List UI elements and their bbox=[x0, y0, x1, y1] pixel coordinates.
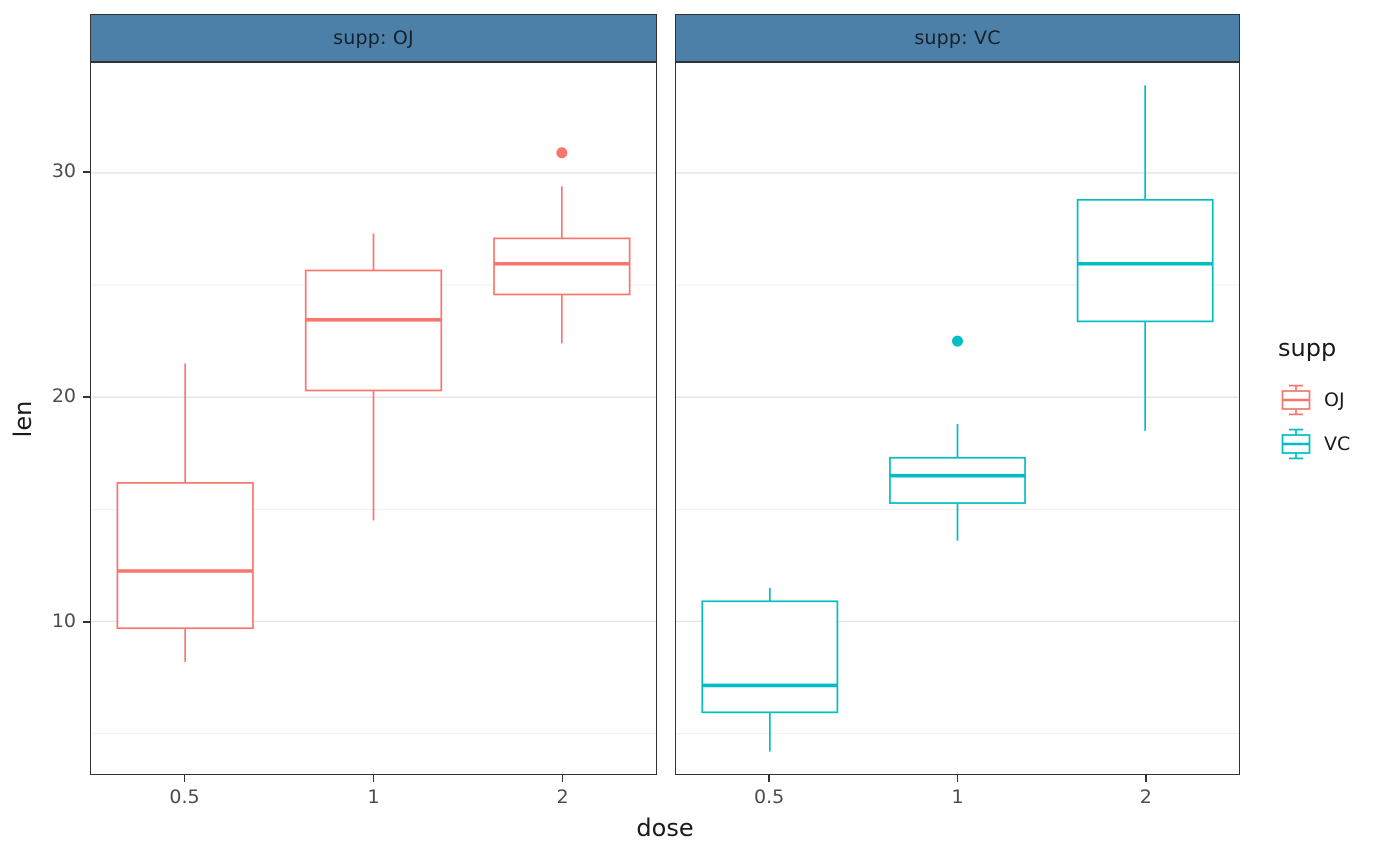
x-axis-tick-mark bbox=[1145, 775, 1147, 782]
facet-strip-vc-label: supp: VC bbox=[914, 27, 1001, 49]
x-axis-title: dose bbox=[636, 814, 694, 842]
facet-panel-vc bbox=[675, 62, 1240, 775]
y-tick-label: 10 bbox=[51, 610, 76, 633]
legend-entry-vc: VC bbox=[1278, 422, 1350, 466]
legend-entry-oj: OJ bbox=[1278, 378, 1350, 422]
boxplot-box bbox=[889, 456, 1026, 504]
boxplot-box bbox=[116, 482, 254, 630]
boxplot-outlier-point bbox=[556, 147, 568, 159]
legend-label-vc: VC bbox=[1324, 433, 1351, 455]
y-axis-tick-mark bbox=[83, 396, 90, 398]
boxplot-outlier-point bbox=[952, 335, 963, 347]
x-axis-tick-mark bbox=[372, 775, 375, 782]
boxplot-box bbox=[701, 600, 839, 714]
x-axis-tick-mark bbox=[768, 775, 770, 782]
boxplot-box bbox=[1076, 198, 1214, 323]
x-tick-label: 0.5 bbox=[754, 786, 785, 808]
legend-label-oj: OJ bbox=[1324, 389, 1345, 411]
facet-strip-oj-label: supp: OJ bbox=[333, 27, 414, 49]
y-tick-label: 20 bbox=[51, 385, 76, 408]
legend-title: supp bbox=[1278, 334, 1337, 362]
x-tick-label: 0.5 bbox=[169, 786, 200, 808]
y-axis-tick-mark bbox=[83, 621, 90, 623]
x-tick-label: 1 bbox=[367, 786, 380, 808]
legend: supp OJ VC bbox=[1278, 334, 1350, 466]
facet-panel-oj bbox=[90, 62, 657, 775]
legend-key-0 bbox=[1281, 384, 1311, 416]
x-axis-tick-mark bbox=[956, 775, 959, 782]
y-axis-tick-mark bbox=[83, 171, 90, 173]
facet-strip-oj: supp: OJ bbox=[90, 14, 657, 62]
x-tick-label: 2 bbox=[1139, 786, 1152, 808]
boxplot-box bbox=[493, 237, 631, 296]
panel-svg-1 bbox=[676, 85, 1239, 752]
x-axis-tick-mark bbox=[561, 775, 564, 782]
x-tick-label: 2 bbox=[556, 786, 569, 808]
boxplot-box bbox=[304, 269, 443, 392]
x-tick-label: 1 bbox=[951, 786, 964, 808]
legend-key-1 bbox=[1281, 428, 1311, 460]
y-tick-label: 30 bbox=[51, 160, 76, 183]
facet-strip-vc: supp: VC bbox=[675, 14, 1240, 62]
panel-svg-0 bbox=[91, 147, 656, 735]
y-axis-title: len bbox=[9, 400, 37, 438]
x-axis-tick-mark bbox=[183, 775, 186, 782]
